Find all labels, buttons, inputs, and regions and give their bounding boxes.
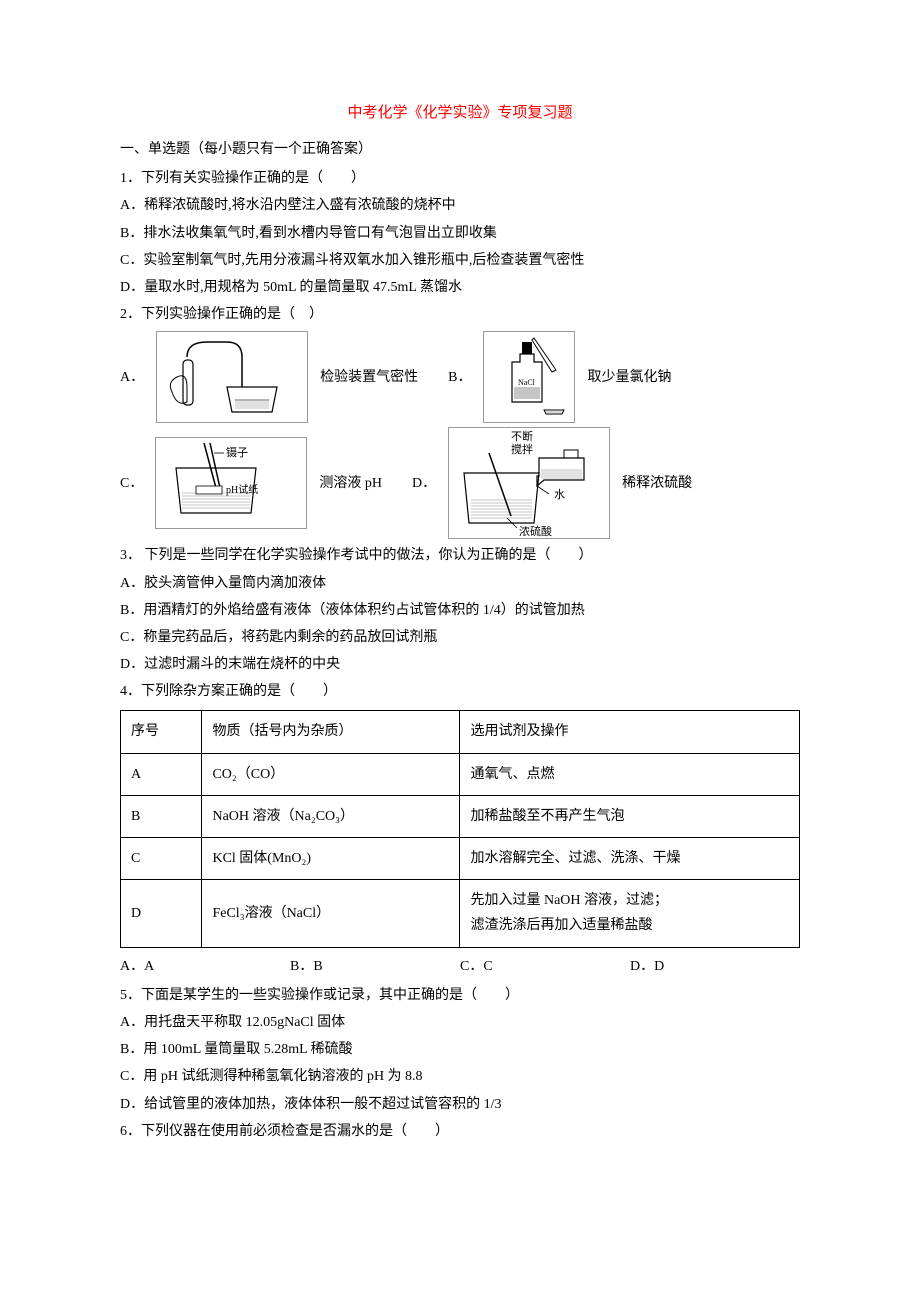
q1-opt-b: B．排水法收集氧气时,看到水槽内导管口有气泡冒出立即收集 <box>120 221 800 246</box>
cell: B <box>121 795 202 837</box>
cell: C <box>121 838 202 880</box>
table-row: B NaOH 溶液（Na₂CO₃） 加稀盐酸至不再产生气泡 <box>121 795 800 837</box>
q4-choice-c: C．C <box>460 954 630 979</box>
cell: FeCl₃溶液（NaCl） <box>202 880 460 947</box>
q3-opt-a: A．胶头滴管伸入量筒内滴加液体 <box>120 571 800 596</box>
q2-fig-d: 不断 搅拌 水 浓硫酸 <box>448 427 610 539</box>
table-row: 序号 物质（括号内为杂质） 选用试剂及操作 <box>121 711 800 753</box>
q5-opt-b: B．用 100mL 量筒量取 5.28mL 稀硫酸 <box>120 1037 800 1062</box>
th-1: 物质（括号内为杂质） <box>202 711 460 753</box>
cell: 先加入过量 NaOH 溶液，过滤； 滤渣洗涤后再加入适量稀盐酸 <box>460 880 800 947</box>
q2-opt-d: D． 不断 搅拌 水 浓硫酸 稀释浓硫酸 <box>412 427 692 539</box>
stir-label-1: 不断 <box>511 429 533 443</box>
cell: 加水溶解完全、过滤、洗涤、干燥 <box>460 838 800 880</box>
th-2: 选用试剂及操作 <box>460 711 800 753</box>
q4-choices: A．A B．B C．C D．D <box>120 954 800 979</box>
cell: 加稀盐酸至不再产生气泡 <box>460 795 800 837</box>
cell: KCl 固体(MnO₂) <box>202 838 460 880</box>
table-row: A CO₂（CO） 通氧气、点燃 <box>121 753 800 795</box>
cell: A <box>121 753 202 795</box>
q2-row-ab: A． 检验装置气密性 B． <box>120 331 800 423</box>
q5-opt-c: C．用 pH 试纸测得种稀氢氧化钠溶液的 pH 为 8.8 <box>120 1064 800 1089</box>
q2-fig-b: NaCl <box>483 331 575 423</box>
nacl-label: NaCl <box>518 378 536 387</box>
q5-opt-d: D．给试管里的液体加热，液体体积一般不超过试管容积的 1/3 <box>120 1092 800 1117</box>
tweezers-label: 镊子 <box>226 446 248 459</box>
q2-d-label: D． <box>412 471 436 496</box>
q2-d-caption: 稀释浓硫酸 <box>622 471 692 496</box>
q5-opt-a: A．用托盘天平称取 12.05gNaCl 固体 <box>120 1010 800 1035</box>
stir-label-2: 搅拌 <box>511 442 533 456</box>
table-row: C KCl 固体(MnO₂) 加水溶解完全、过滤、洗涤、干燥 <box>121 838 800 880</box>
q1-opt-a: A．稀释浓硫酸时,将水沿内壁注入盛有浓硫酸的烧杯中 <box>120 193 800 218</box>
q4-choice-a: A．A <box>120 954 290 979</box>
q3-opt-c: C．称量完药品后，将药匙内剩余的药品放回试剂瓶 <box>120 625 800 650</box>
section-heading: 一、单选题（每小题只有一个正确答案） <box>120 137 800 162</box>
q4-choice-b: B．B <box>290 954 460 979</box>
q4-choice-d: D．D <box>630 954 800 979</box>
q2-fig-c: 镊子 pH试纸 <box>155 437 307 529</box>
q2-fig-a <box>156 331 308 423</box>
q3-opt-b: B．用酒精灯的外焰给盛有液体（液体体积约占试管体积的 1/4）的试管加热 <box>120 598 800 623</box>
water-label: 水 <box>554 488 565 501</box>
q4-stem: 4．下列除杂方案正确的是（ ） <box>120 679 800 704</box>
q1-opt-c: C．实验室制氧气时,先用分液漏斗将双氧水加入锥形瓶中,后检查装置气密性 <box>120 248 800 273</box>
q2-row-cd: C． 镊子 pH试纸 测溶液 pH D． 不断 <box>120 427 800 539</box>
page-title: 中考化学《化学实验》专项复习题 <box>120 100 800 127</box>
cell: NaOH 溶液（Na₂CO₃） <box>202 795 460 837</box>
q1-opt-d: D．量取水时,用规格为 50mL 的量筒量取 47.5mL 蒸馏水 <box>120 275 800 300</box>
th-0: 序号 <box>121 711 202 753</box>
q4-table: 序号 物质（括号内为杂质） 选用试剂及操作 A CO₂（CO） 通氧气、点燃 B… <box>120 710 800 947</box>
q3-opt-d: D．过滤时漏斗的末端在烧杯的中央 <box>120 652 800 677</box>
cell: CO₂（CO） <box>202 753 460 795</box>
q2-c-caption: 测溶液 pH <box>319 471 382 496</box>
acid-label: 浓硫酸 <box>519 524 552 538</box>
q2-opt-a: A． 检验装置气密性 <box>120 331 418 423</box>
cell: D <box>121 880 202 947</box>
q2-c-label: C． <box>120 471 143 496</box>
q2-b-caption: 取少量氯化钠 <box>587 365 671 390</box>
q3-stem: 3． 下列是一些同学在化学实验操作考试中的做法，你认为正确的是（ ） <box>120 543 800 568</box>
q2-a-caption: 检验装置气密性 <box>320 365 418 390</box>
q2-opt-c: C． 镊子 pH试纸 测溶液 pH <box>120 437 382 529</box>
q2-opt-b: B． NaCl 取少量氯化钠 <box>448 331 671 423</box>
table-row: D FeCl₃溶液（NaCl） 先加入过量 NaOH 溶液，过滤； 滤渣洗涤后再… <box>121 880 800 947</box>
q1-stem: 1．下列有关实验操作正确的是（ ） <box>120 166 800 191</box>
q6-stem: 6．下列仪器在使用前必须检查是否漏水的是（ ） <box>120 1119 800 1144</box>
ph-paper-label: pH试纸 <box>226 483 258 496</box>
q2-b-label: B． <box>448 365 471 390</box>
cell: 通氧气、点燃 <box>460 753 800 795</box>
q5-stem: 5．下面是某学生的一些实验操作或记录，其中正确的是（ ） <box>120 983 800 1008</box>
q2-a-label: A． <box>120 365 144 390</box>
q2-stem: 2．下列实验操作正确的是（ ） <box>120 302 800 327</box>
